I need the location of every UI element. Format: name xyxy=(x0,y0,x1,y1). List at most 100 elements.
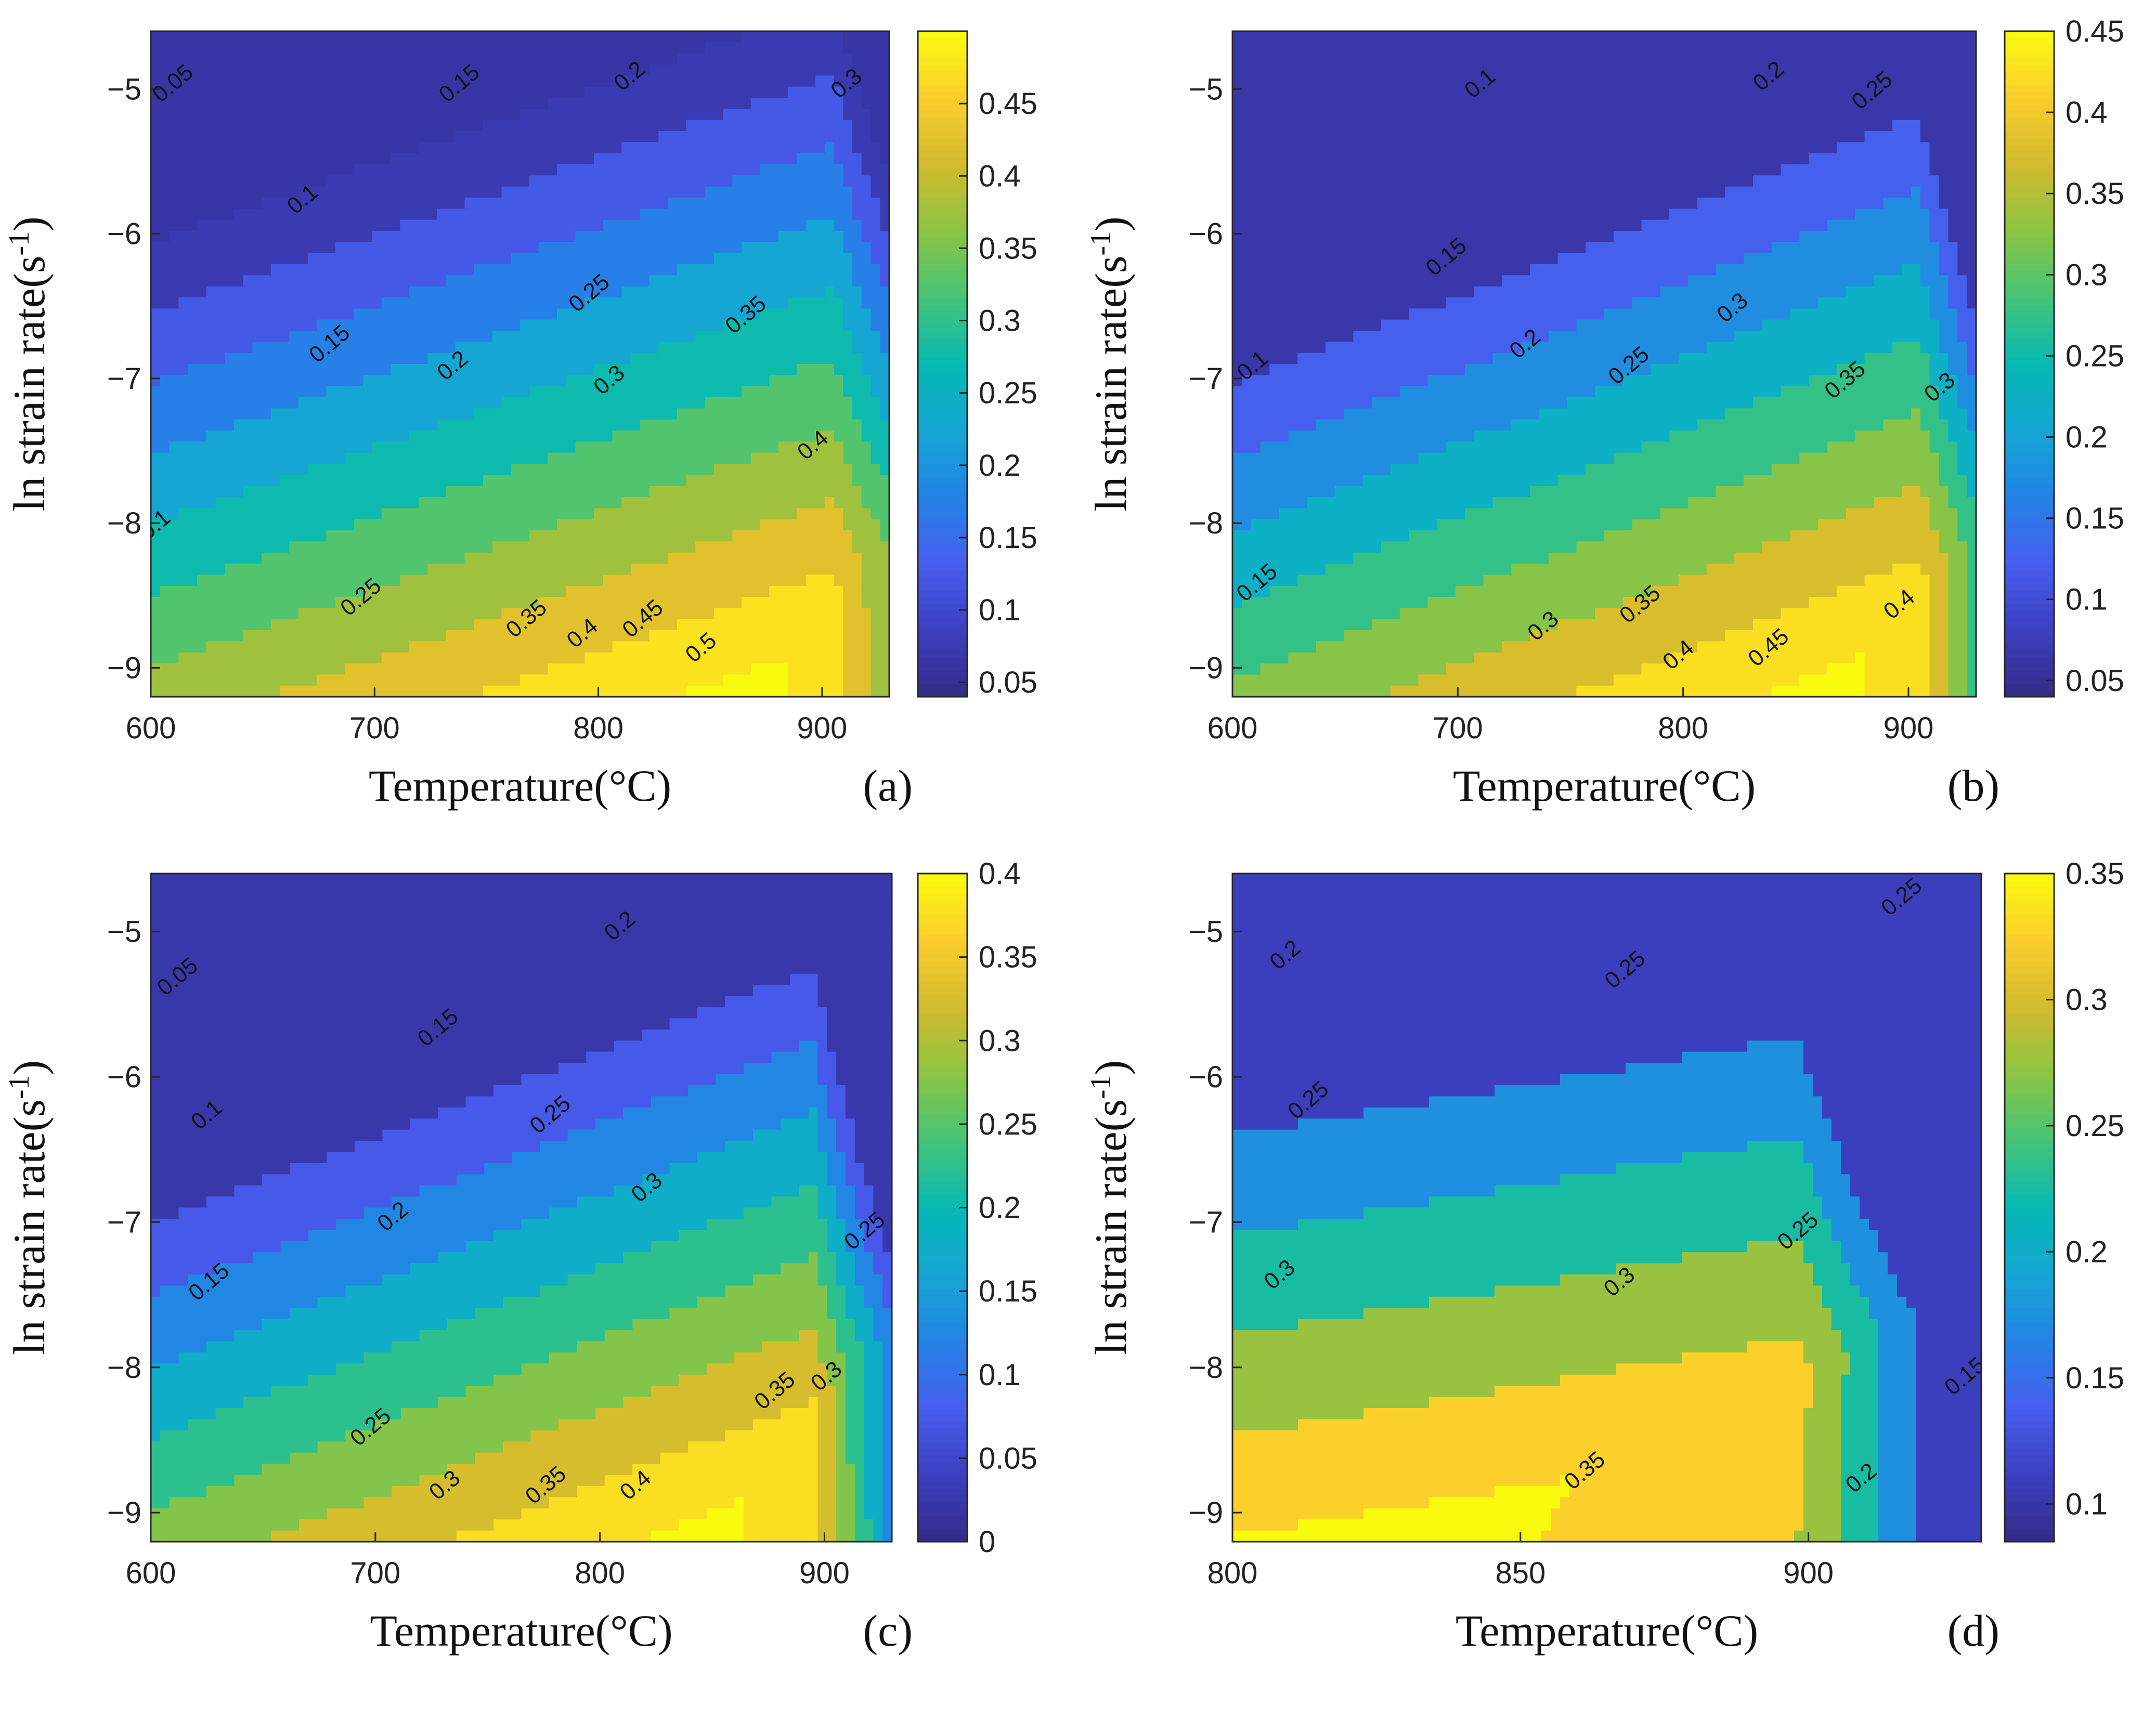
colorbar-tick-label: 0.45 xyxy=(979,87,1037,121)
contour-cell xyxy=(225,585,235,597)
contour-cell xyxy=(1232,219,1242,231)
contour-cell xyxy=(151,608,161,620)
contour-cell xyxy=(769,431,780,442)
contour-cell xyxy=(871,464,881,476)
colorbar-swatch xyxy=(918,277,967,285)
contour-cell xyxy=(354,475,364,487)
contour-cell xyxy=(169,131,179,143)
contour-cell xyxy=(631,564,641,576)
contour-cell xyxy=(178,120,189,132)
contour-cell xyxy=(631,652,641,664)
contour-cell xyxy=(372,198,382,210)
contour-cell xyxy=(723,153,733,165)
contour-cell xyxy=(354,408,364,420)
contour-cell xyxy=(363,508,373,520)
contour-cell xyxy=(760,342,770,354)
contour-cell xyxy=(787,674,798,686)
contour-cell xyxy=(658,75,669,87)
contour-cell xyxy=(501,452,512,464)
contour-cell xyxy=(640,219,650,231)
colorbar-swatch xyxy=(918,317,967,325)
contour-cell xyxy=(778,209,788,220)
contour-cell xyxy=(474,397,484,409)
contour-cell xyxy=(769,219,780,231)
contour-cell xyxy=(501,564,512,576)
contour-cell xyxy=(713,419,724,431)
contour-cell xyxy=(354,541,364,553)
contour-cell xyxy=(335,186,345,198)
contour-cell xyxy=(797,297,807,309)
contour-cell xyxy=(381,464,392,476)
contour-cell xyxy=(446,131,456,143)
contour-cell xyxy=(169,608,179,620)
contour-cell xyxy=(372,419,382,431)
contour-cell xyxy=(289,497,300,509)
contour-cell xyxy=(280,342,290,354)
contour-cell xyxy=(538,353,549,364)
contour-cell xyxy=(391,685,401,697)
contour-cell xyxy=(400,630,410,642)
contour-cell xyxy=(391,431,401,442)
contour-cell xyxy=(843,597,853,609)
contour-cell xyxy=(861,630,872,642)
contour-cell xyxy=(418,486,428,498)
contour-cell xyxy=(262,164,271,176)
contour-cell xyxy=(464,142,475,154)
contour-cell xyxy=(843,209,853,220)
contour-cell xyxy=(621,331,632,343)
contour-cell xyxy=(501,608,512,620)
contour-cell xyxy=(169,219,179,231)
contour-cell xyxy=(631,264,641,276)
contour-cell xyxy=(363,552,373,564)
contour-cell xyxy=(880,486,889,498)
contour-cell xyxy=(215,264,226,276)
contour-cell xyxy=(307,86,318,98)
contour-cell xyxy=(806,497,816,509)
contour-cell xyxy=(742,652,751,664)
contour-cell xyxy=(538,253,549,265)
contour-cell xyxy=(797,264,807,276)
contour-cell xyxy=(178,441,189,453)
contour-cell xyxy=(344,153,355,165)
contour-cell xyxy=(834,619,844,631)
contour-cell xyxy=(326,120,336,132)
contour-cell xyxy=(262,530,271,542)
contour-cell xyxy=(511,497,521,509)
contour-cell xyxy=(335,452,345,464)
contour-cell xyxy=(437,86,447,98)
contour-cell xyxy=(233,120,244,132)
contour-cell xyxy=(289,397,300,409)
contour-cell xyxy=(391,286,401,298)
contour-cell xyxy=(797,164,807,176)
contour-cell xyxy=(566,164,576,176)
contour-cell xyxy=(824,652,835,664)
contour-cell xyxy=(769,353,780,364)
contour-cell xyxy=(852,552,862,564)
contour-cell xyxy=(391,641,401,653)
contour-cell xyxy=(871,297,881,309)
contour-cell xyxy=(233,397,244,409)
contour-cell xyxy=(705,575,715,587)
contour-cell xyxy=(400,475,410,487)
contour-cell xyxy=(492,275,502,287)
contour-cell xyxy=(658,641,669,653)
contour-cell xyxy=(262,120,271,132)
contour-cell xyxy=(437,519,447,531)
colorbar-swatch xyxy=(918,84,967,92)
contour-cell xyxy=(317,131,327,143)
contour-cell xyxy=(151,475,161,487)
contour-cell xyxy=(492,552,502,564)
contour-cell xyxy=(225,53,235,65)
contour-cell xyxy=(695,275,706,287)
contour-cell xyxy=(206,408,216,420)
contour-cell xyxy=(335,408,345,420)
contour-cell xyxy=(178,552,189,564)
contour-cell xyxy=(732,131,743,143)
contour-cell xyxy=(548,164,558,176)
contour-cell xyxy=(742,109,751,121)
contour-cell xyxy=(160,331,170,343)
colorbar-swatch xyxy=(918,683,967,691)
contour-cell xyxy=(612,464,622,476)
contour-cell xyxy=(206,541,216,553)
contour-cell xyxy=(686,408,696,420)
